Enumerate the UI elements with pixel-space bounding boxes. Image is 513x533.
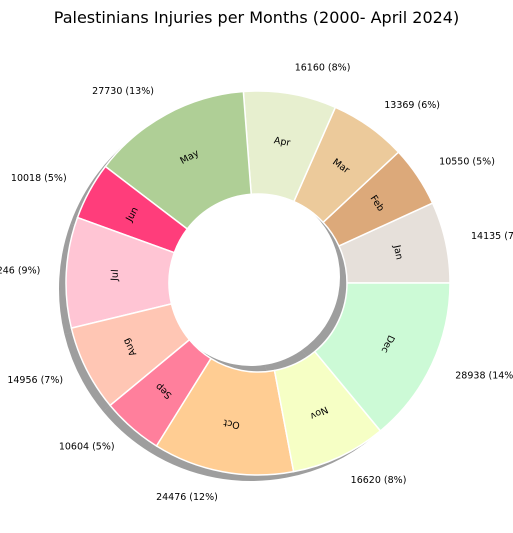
slice-value-label-nov: 16620 (8%) [351, 475, 407, 486]
slice-value-label-jul: 19246 (9%) [0, 265, 40, 276]
slice-value-label-sep: 10604 (5%) [59, 442, 115, 453]
slice-value-label-jan: 14135 (7%) [471, 231, 513, 242]
slice-value-label-jun: 10018 (5%) [11, 173, 67, 184]
slice-month-label-apr: Apr [273, 135, 291, 149]
chart-title: Palestinians Injuries per Months (2000- … [53, 8, 460, 27]
chart-slices [65, 90, 451, 476]
slice-month-label-oct: Oct [222, 417, 240, 431]
slice-dec [314, 282, 451, 432]
slice-month-label-jan: Jan [391, 243, 405, 261]
slice-value-label-apr: 16160 (8%) [295, 63, 351, 74]
slice-value-label-oct: 24476 (12%) [156, 492, 218, 503]
slice-value-label-may: 27730 (13%) [92, 86, 154, 97]
slice-value-label-dec: 28938 (14%) [455, 370, 513, 381]
slice-value-label-feb: 10550 (5%) [439, 156, 495, 167]
slice-month-label-jul: Jul [109, 269, 121, 282]
slice-may [104, 90, 252, 230]
slice-value-label-mar: 13369 (6%) [384, 100, 440, 111]
slice-value-label-aug: 14956 (7%) [7, 375, 63, 386]
